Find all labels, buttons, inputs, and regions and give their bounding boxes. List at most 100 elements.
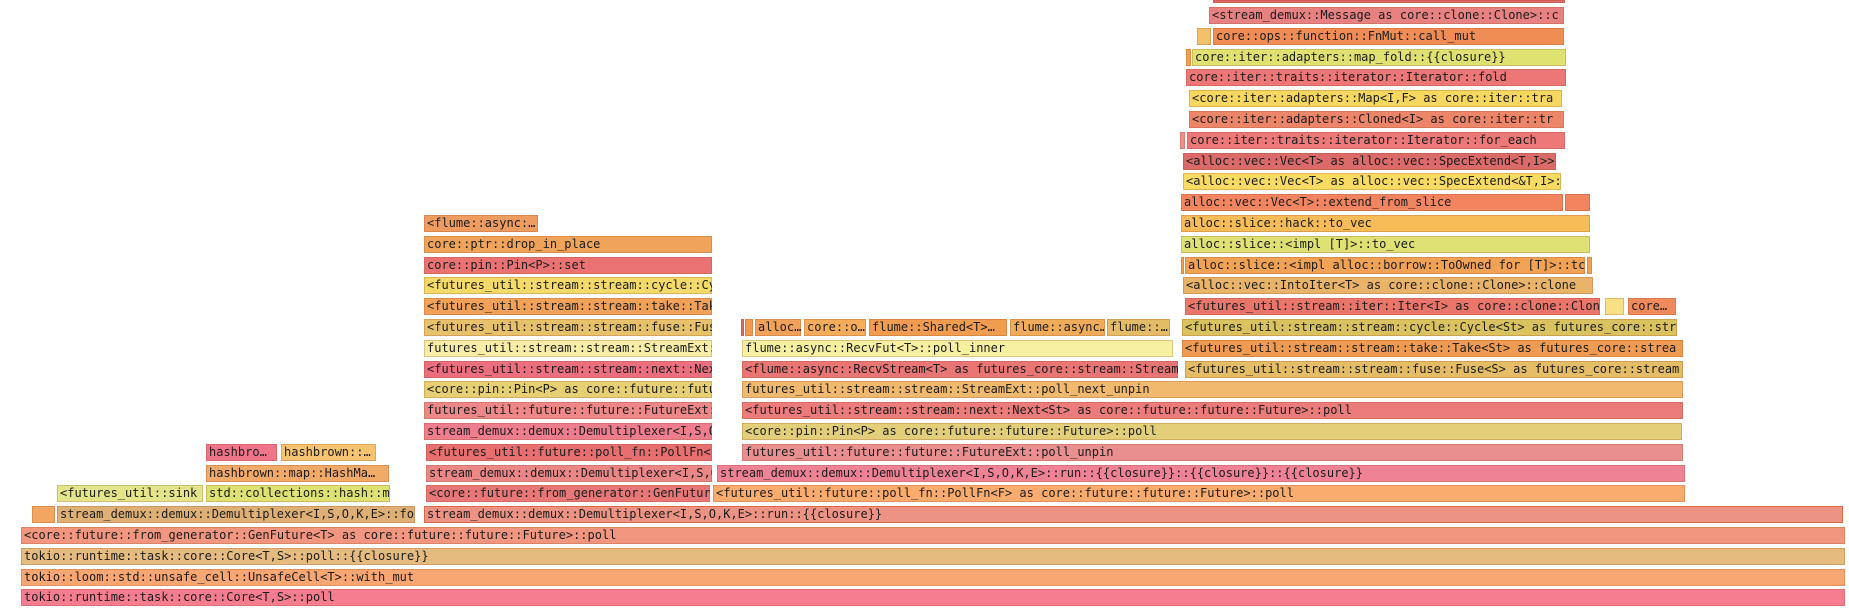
flame-bar-sliver[interactable] (1213, 0, 1565, 3)
flame-bar-sliver[interactable] (1197, 28, 1211, 45)
flame-bar-sliver[interactable] (1186, 49, 1191, 66)
flame-bar[interactable]: futures_util::stream::stream::StreamExt: (424, 340, 712, 357)
frame-label: futures_util::stream::stream::StreamExt:… (745, 382, 1150, 396)
flame-bar[interactable]: hashbrown::map::HashMa… (206, 465, 389, 482)
flame-bar[interactable]: stream_demux::demux::Demultiplexer<I,S,O (424, 423, 712, 440)
flame-bar[interactable]: core::iter::traits::iterator::Iterator::… (1186, 69, 1566, 86)
frame-label: core::iter::adapters::map_fold::{{closur… (1195, 50, 1506, 64)
flame-bar-sliver[interactable] (1605, 298, 1624, 315)
flame-bar[interactable]: core::ptr::drop_in_place (424, 236, 712, 253)
flame-row: hashbrown::map::HashMa… stream_demux::dem… (0, 465, 1849, 482)
flame-bar[interactable]: <futures_util::stream::stream::fuse::Fus (424, 319, 712, 336)
flame-bar[interactable]: <flume::async::RecvStream<T> as futures_… (742, 361, 1178, 378)
flame-bar[interactable]: alloc::slice::hack::to_vec (1181, 215, 1590, 232)
flame-bar[interactable]: <flume::async:… (424, 215, 538, 232)
flame-bar[interactable]: flume::… (1107, 319, 1170, 336)
frame-label: futures_util::future::future::FutureExt:… (745, 445, 1114, 459)
flame-row: stream_demux::demux::Demultiplexer<I,S,O… (0, 506, 1849, 523)
frame-label: <futures_util::stream::stream::next::Nex (427, 362, 712, 376)
flame-bar[interactable]: <futures_util::stream::iter::Iter<I> as … (1185, 298, 1600, 315)
flame-bar[interactable]: core::iter::adapters::map_fold::{{closur… (1192, 49, 1566, 66)
flame-bar[interactable]: <futures_util::sink (57, 485, 203, 502)
frame-label: core::iter::traits::iterator::Iterator::… (1189, 70, 1507, 84)
frame-label: <alloc::vec::Vec<T> as alloc::vec::SpecE… (1186, 174, 1561, 188)
flame-row: hashbro… hashbrown::… <futures_util::futur… (0, 444, 1849, 461)
frame-label: alloc::slice::hack::to_vec (1184, 216, 1372, 230)
flame-bar[interactable]: <core::pin::Pin<P> as core::future::futu (424, 381, 712, 398)
flame-bar[interactable]: <futures_util::stream::stream::next::Nex (424, 361, 712, 378)
flame-bar[interactable]: <alloc::vec::Vec<T> as alloc::vec::SpecE… (1183, 153, 1556, 170)
flame-bar[interactable]: <stream_demux::Message as core::clone::C… (1209, 7, 1564, 24)
flame-bar[interactable]: <core::iter::adapters::Map<I,F> as core:… (1189, 90, 1562, 107)
frame-label: hashbrown::map::HashMa… (209, 466, 376, 480)
frame-label: core::ptr::drop_in_place (427, 237, 601, 251)
flame-bar[interactable]: <futures_util::future::poll_fn::PollFn<F… (713, 485, 1685, 502)
flame-bar[interactable]: alloc::vec::Vec<T>::extend_from_slice (1181, 194, 1563, 211)
flame-row: futures_util::stream::stream::StreamExt:… (0, 340, 1849, 357)
flame-bar[interactable]: <futures_util::future::poll_fn::PollFn<F (426, 444, 712, 461)
flame-bar[interactable]: core::iter::traits::iterator::Iterator::… (1187, 132, 1565, 149)
flame-bar[interactable]: stream_demux::demux::Demultiplexer<I,S,O… (57, 506, 415, 523)
flame-bar[interactable]: flume::async… (1010, 319, 1105, 336)
frame-label: <core::iter::adapters::Cloned<I> as core… (1192, 112, 1554, 126)
flame-bar[interactable]: stream_demux::demux::Demultiplexer<I,S,O… (717, 465, 1685, 482)
flame-bar[interactable]: futures_util::future::future::FutureExt:… (742, 444, 1683, 461)
flame-bar[interactable]: flume::Shared<T>… (869, 319, 1007, 336)
flame-bar[interactable]: core… (1628, 298, 1676, 315)
flame-bar-sliver[interactable] (1565, 194, 1590, 211)
frame-label: core::o… (807, 320, 865, 334)
flame-bar[interactable]: tokio::runtime::task::core::Core<T,S>::p… (21, 589, 1845, 606)
flame-bar-sliver[interactable] (741, 319, 744, 336)
flame-bar[interactable]: <futures_util::stream::stream::fuse::Fus… (1185, 361, 1683, 378)
flame-bar-sliver[interactable] (1180, 132, 1185, 149)
flame-bar[interactable]: <futures_util::stream::stream::take::Tak… (1182, 340, 1683, 357)
flame-bar[interactable]: alloc::slice::<impl alloc::borrow::ToOwn… (1185, 257, 1585, 274)
frame-label: <alloc::vec::Vec<T> as alloc::vec::SpecE… (1186, 154, 1555, 168)
flame-bar[interactable]: <core::future::from_generator::GenFuture… (21, 527, 1845, 544)
frame-label: flume::async::RecvFut<T>::poll_inner (745, 341, 1006, 355)
flame-bar[interactable]: tokio::loom::std::unsafe_cell::UnsafeCel… (21, 569, 1845, 586)
flame-bar[interactable]: <core::iter::adapters::Cloned<I> as core… (1189, 111, 1564, 128)
flame-bar[interactable]: futures_util::stream::stream::StreamExt:… (742, 381, 1683, 398)
flame-bar[interactable]: std::collections::hash::m (206, 485, 390, 502)
flame-bar-sliver[interactable] (32, 506, 55, 523)
flame-row: tokio::loom::std::unsafe_cell::UnsafeCel… (0, 569, 1849, 586)
flame-bar[interactable]: <alloc::vec::IntoIter<T> as core::clone:… (1183, 277, 1593, 294)
flame-bar[interactable]: <futures_util::stream::stream::cycle::Cy… (1182, 319, 1677, 336)
flame-bar[interactable]: <alloc::vec::Vec<T> as alloc::vec::SpecE… (1183, 173, 1561, 190)
flame-bar[interactable]: core::o… (804, 319, 866, 336)
flame-row: <flume::async:… alloc::slice::hack::to_ve… (0, 215, 1849, 232)
flame-bar[interactable]: alloc… (755, 319, 801, 336)
flame-bar-sliver[interactable] (1587, 257, 1592, 274)
frame-label: <futures_util::stream::stream::cycle::Cy (427, 278, 712, 292)
flame-bar[interactable]: core::pin::Pin<P>::set (424, 257, 712, 274)
frame-label: <flume::async::RecvStream<T> as futures_… (745, 362, 1178, 376)
flame-bar[interactable]: futures_util::future::future::FutureExt: (424, 402, 712, 419)
flame-row: <futures_util::stream::stream::next::Nex… (0, 361, 1849, 378)
flame-row: stream_demux::demux::Demultiplexer<I,S,O… (0, 423, 1849, 440)
flame-bar[interactable]: stream_demux::demux::Demultiplexer<I,S,O… (424, 506, 1843, 523)
flame-bar-sliver[interactable] (745, 319, 753, 336)
flame-bar[interactable]: <futures_util::stream::stream::cycle::Cy (424, 277, 712, 294)
frame-label: flume::… (1110, 320, 1168, 334)
flame-bar-sliver[interactable] (1181, 257, 1184, 274)
frame-label: <futures_util::sink (60, 486, 198, 500)
frame-label: alloc::vec::Vec<T>::extend_from_slice (1184, 195, 1452, 209)
flame-bar[interactable]: alloc::slice::<impl [T]>::to_vec (1181, 236, 1590, 253)
flame-row: <alloc::vec::Vec<T> as alloc::vec::SpecE… (0, 173, 1849, 190)
flame-bar[interactable]: stream_demux::demux::Demultiplexer<I,S,O (426, 465, 712, 482)
flame-bar[interactable]: <futures_util::stream::stream::next::Nex… (742, 402, 1683, 419)
flame-bar[interactable]: hashbro… (206, 444, 277, 461)
flame-bar[interactable]: flume::async::RecvFut<T>::poll_inner (742, 340, 1173, 357)
flame-bar[interactable]: tokio::runtime::task::core::Core<T,S>::p… (21, 548, 1845, 565)
frame-label: <futures_util::stream::iter::Iter<I> as … (1188, 299, 1600, 313)
flame-bar[interactable]: <core::pin::Pin<P> as core::future::futu… (742, 423, 1682, 440)
flame-bar[interactable]: hashbrown::… (281, 444, 376, 461)
frame-label: tokio::runtime::task::core::Core<T,S>::p… (24, 549, 429, 563)
flame-bar[interactable]: <core::future::from_generator::GenFuture (426, 485, 710, 502)
flame-row: <core::pin::Pin<P> as core::future::futu… (0, 381, 1849, 398)
flame-bar[interactable]: <futures_util::stream::stream::take::Tak (424, 298, 712, 315)
frame-label: <stream_demux::Message as core::clone::C… (1212, 8, 1559, 22)
frame-label: <futures_util::stream::stream::cycle::Cy… (1185, 320, 1677, 334)
flame-bar[interactable]: core::ops::function::FnMut::call_mut (1213, 28, 1564, 45)
